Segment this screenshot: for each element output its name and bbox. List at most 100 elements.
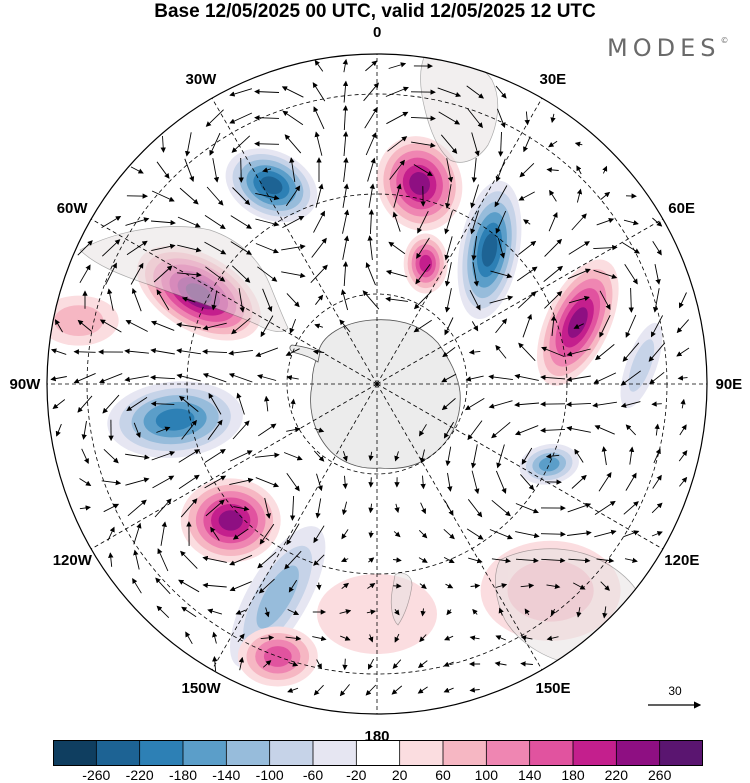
wind-vector-402	[229, 581, 252, 592]
wind-vector-296	[394, 451, 400, 462]
wind-vector-295	[368, 451, 374, 462]
colorbar-swatch-0	[53, 740, 97, 766]
colorbar-tick-3: -140	[212, 767, 241, 783]
wind-vector-373	[567, 530, 592, 536]
wind-vector-306	[653, 448, 661, 464]
wind-vector-57	[389, 159, 405, 180]
wind-vector-67	[151, 190, 175, 202]
wind-vector-381	[202, 555, 227, 563]
wind-vector-305	[628, 446, 635, 465]
wind-vector-45	[548, 140, 558, 148]
wind-vector-428	[446, 609, 452, 616]
wind-vector-5	[229, 88, 253, 97]
wind-vector-99	[444, 210, 453, 235]
wind-vector-284	[81, 448, 89, 465]
wind-vector-209	[255, 347, 279, 358]
wind-vector-78	[445, 184, 452, 209]
wind-vectors	[50, 58, 690, 697]
wind-vector-235	[514, 373, 539, 381]
wind-vector-28	[524, 111, 530, 126]
wind-vector-461	[494, 661, 507, 667]
wind-vector-416	[600, 581, 610, 591]
wind-vector-249	[236, 392, 245, 415]
wind-vector-313	[204, 475, 227, 489]
wind-vector-149	[543, 265, 563, 282]
wind-vector-437	[237, 633, 245, 643]
anomaly-center-10	[180, 478, 281, 563]
wind-vector-410	[445, 583, 454, 589]
wind-vector-29	[550, 113, 556, 123]
wind-vector-164	[340, 289, 349, 311]
wind-vector-298	[445, 446, 452, 467]
anomaly-center-5	[620, 322, 663, 409]
wind-vector-215	[518, 342, 536, 362]
wind-vector-64	[576, 165, 582, 175]
wind-vector-112	[177, 244, 202, 253]
wind-vector-110	[126, 240, 148, 256]
wind-vector-258	[592, 401, 617, 408]
wind-vector-243	[77, 395, 93, 413]
wind-vector-221	[676, 347, 690, 357]
wind-vector-374	[594, 529, 617, 538]
wind-vector-443	[394, 633, 400, 643]
wind-vector-245	[126, 397, 148, 412]
wind-vector-159	[211, 290, 218, 311]
wind-vector-290	[229, 450, 253, 462]
wind-vector-123	[471, 236, 478, 261]
wind-vector-43	[497, 131, 504, 157]
wind-vector-362	[286, 523, 300, 546]
wind-vector-307	[678, 450, 688, 462]
wind-vector-39	[387, 136, 408, 152]
wind-vector-440	[312, 635, 327, 642]
wind-vector-101	[495, 210, 507, 234]
wind-vector-172	[544, 290, 563, 309]
wind-vector-340	[289, 495, 296, 521]
wind-vector-401	[202, 582, 227, 589]
wind-vector-170	[489, 295, 514, 304]
wind-vector-420	[235, 609, 246, 615]
wind-vector-418	[181, 606, 197, 618]
wind-vector-458	[417, 660, 428, 668]
wind-vector-361	[259, 523, 275, 545]
wind-vector-121	[416, 237, 430, 259]
wind-vector-74	[342, 183, 349, 208]
wind-vector-278	[540, 427, 566, 434]
wind-vector-61	[495, 158, 506, 183]
wind-vector-180	[99, 319, 122, 333]
wind-vector-183	[176, 322, 201, 329]
wind-vector-344	[394, 503, 400, 513]
wind-vector-46	[574, 141, 583, 147]
wind-vector-48	[156, 161, 170, 179]
wind-vector-372	[540, 531, 566, 537]
wind-vector-365	[368, 530, 374, 539]
wind-vector-228	[202, 373, 227, 383]
wind-vector-327	[571, 474, 587, 489]
wind-vector-234	[488, 374, 513, 381]
colorbar-tick-5: -60	[302, 767, 324, 783]
wind-vector-351	[567, 503, 592, 513]
wind-vector-187	[289, 318, 297, 334]
wind-vector-231	[286, 375, 299, 381]
wind-vector-271	[286, 426, 301, 433]
longitude-label-lon-60e: 60E	[668, 199, 695, 217]
wind-vector-324	[495, 470, 507, 494]
wind-vector-424	[339, 609, 352, 615]
wind-vector-55	[343, 157, 349, 182]
wind-vector-140	[310, 264, 328, 284]
wind-vector-310	[125, 477, 150, 486]
wind-vector-71	[255, 192, 280, 201]
wind-vector-435	[185, 631, 193, 645]
wind-vector-346	[444, 500, 454, 516]
wind-vector-226	[150, 374, 176, 381]
colorbar-swatch-8	[399, 740, 444, 766]
wind-vector-347	[467, 499, 483, 518]
wind-vector-262	[55, 423, 62, 437]
wind-vector-309	[101, 479, 122, 486]
wind-vector-349	[515, 503, 539, 514]
wind-vector-182	[150, 320, 175, 331]
wind-vector-456	[367, 658, 374, 670]
wind-vector-431	[524, 608, 530, 616]
wind-vector-330	[652, 474, 662, 489]
longitude-label-lon-150e: 150E	[535, 680, 571, 698]
wind-vector-114	[230, 241, 252, 255]
